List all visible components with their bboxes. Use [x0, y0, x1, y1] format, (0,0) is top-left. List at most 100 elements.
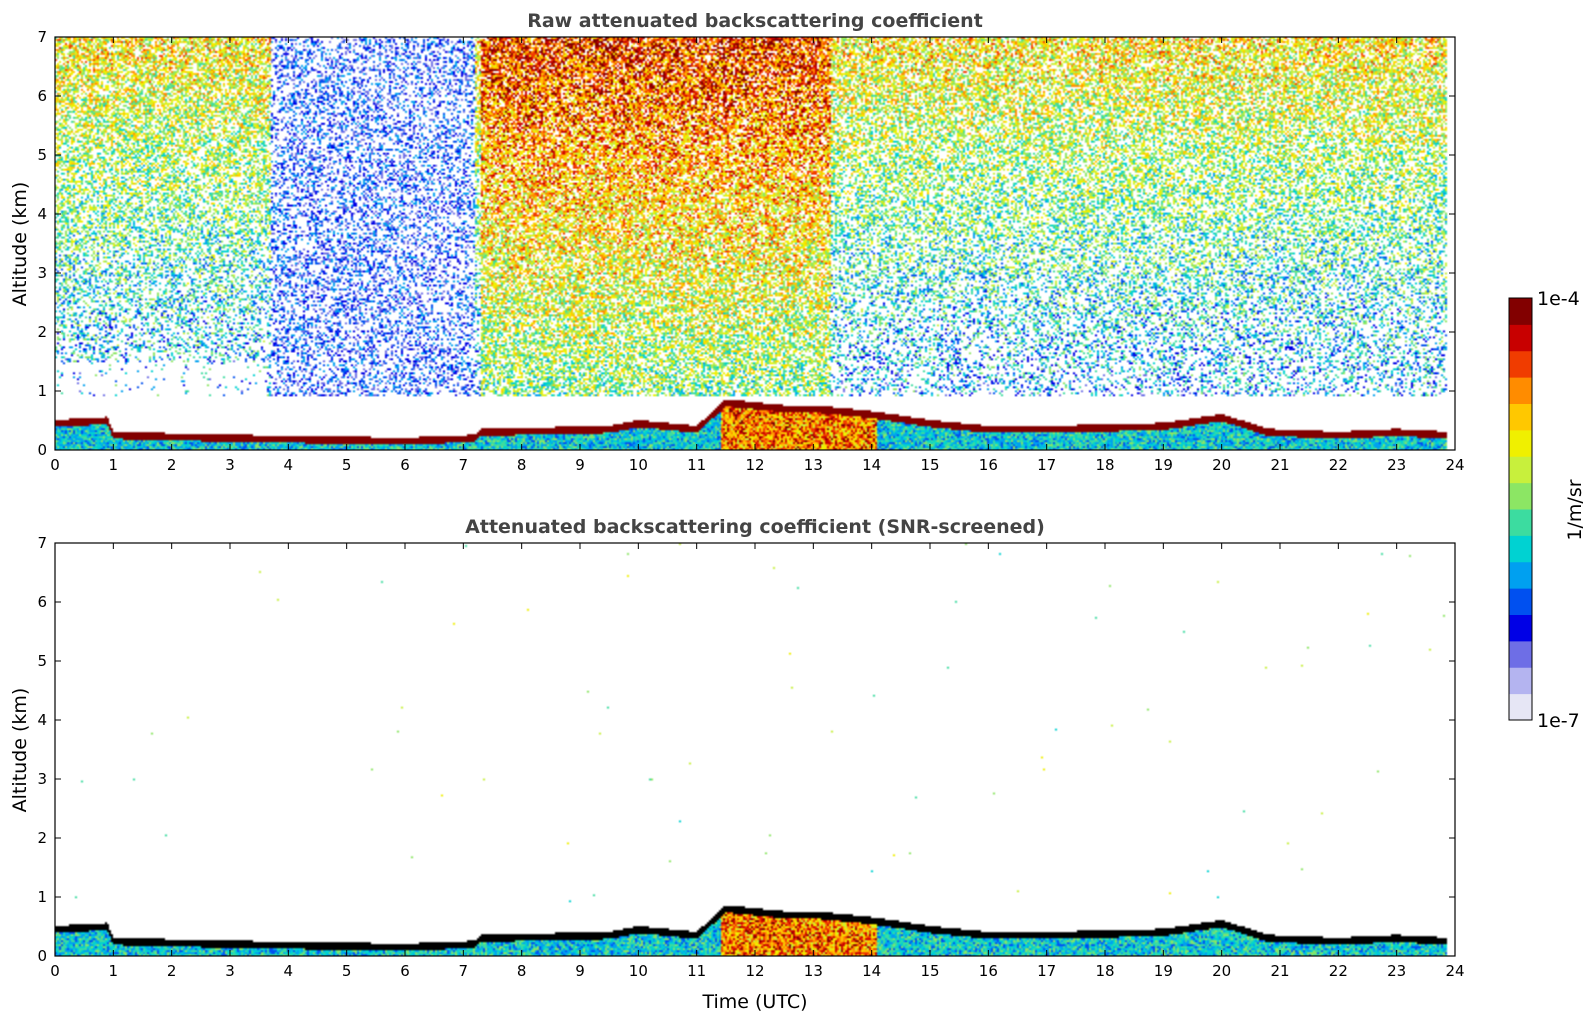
x-tick-label: 2: [167, 456, 177, 474]
y-tick-label: 3: [37, 264, 47, 282]
x-axis-label: Time (UTC): [701, 991, 807, 1013]
x-tick-label: 12: [745, 962, 764, 980]
colorbar-segment: [1509, 509, 1532, 536]
colorbar-segment: [1509, 561, 1532, 589]
x-tick-label: 11: [687, 962, 706, 980]
x-tick-label: 9: [575, 456, 585, 474]
x-tick-label: 8: [517, 456, 527, 474]
colorbar-segment: [1509, 667, 1532, 695]
x-tick-label: 5: [342, 456, 352, 474]
bottom-x-ticks: 0 1 2 3 4 5 6 7 8 9 10 11 12 13 14 15 16 17 18 19 20 21 22 23 24: [50, 543, 1465, 980]
y-tick-label: 1: [37, 888, 47, 906]
bottom-y-axis-label: Altitude (km): [9, 688, 31, 813]
x-tick-label: 2: [167, 962, 177, 980]
x-tick-label: 6: [400, 456, 410, 474]
x-tick-label: 20: [1212, 962, 1231, 980]
heatmap-image: [55, 543, 1455, 956]
x-tick-label: 3: [225, 962, 235, 980]
x-tick-label: 0: [50, 962, 60, 980]
top-panel: Raw attenuated backscattering coefficien…: [9, 10, 1465, 474]
colorbar-segment: [1509, 535, 1532, 563]
x-tick-label: 18: [1095, 456, 1114, 474]
bottom-panel-title: Attenuated backscattering coefficient (S…: [465, 516, 1045, 538]
heatmap-image: [55, 37, 1455, 450]
top-y-axis-label: Altitude (km): [9, 182, 31, 307]
x-tick-label: 17: [1037, 962, 1056, 980]
y-tick-label: 4: [37, 711, 47, 729]
y-tick-label: 0: [37, 947, 47, 965]
y-tick-label: 6: [37, 87, 47, 105]
x-tick-label: 1: [109, 456, 119, 474]
x-tick-label: 22: [1329, 962, 1348, 980]
y-tick-label: 4: [37, 205, 47, 223]
x-tick-label: 1: [109, 962, 119, 980]
x-tick-label: 7: [459, 962, 469, 980]
colorbar-frame: [1508, 297, 1533, 721]
y-tick-label: 2: [37, 323, 47, 341]
colorbar-segment: [1509, 324, 1532, 352]
x-tick-label: 11: [687, 456, 706, 474]
y-tick-label: 7: [37, 28, 47, 46]
colorbar-segment: [1509, 640, 1532, 668]
x-tick-label: 20: [1212, 456, 1231, 474]
x-tick-label: 22: [1329, 456, 1348, 474]
x-tick-label: 18: [1095, 962, 1114, 980]
x-tick-label: 16: [979, 456, 998, 474]
x-tick-label: 7: [459, 456, 469, 474]
colorbar-segment: [1509, 403, 1532, 431]
colorbar-segment: [1509, 482, 1532, 510]
colorbar-max-label: 1e-4: [1537, 288, 1580, 310]
x-tick-label: 24: [1445, 962, 1464, 980]
colorbar: 1e-4 1e-7 1/m/sr: [1508, 288, 1586, 732]
x-tick-label: 13: [804, 962, 823, 980]
x-tick-label: 13: [804, 456, 823, 474]
top-x-ticks: 0 1 2 3 4 5 6 7 8 9 10 11 12 13 14 15 16 17 18 19 20 21 22 23 24: [50, 37, 1465, 474]
x-tick-label: 15: [920, 456, 939, 474]
x-tick-label: 8: [517, 962, 527, 980]
colorbar-unit-label: 1/m/sr: [1564, 479, 1586, 540]
x-tick-label: 10: [629, 962, 648, 980]
colorbar-segment: [1509, 456, 1532, 484]
top-heatmap: [55, 37, 1455, 450]
y-tick-label: 7: [37, 534, 47, 552]
x-tick-label: 14: [862, 456, 881, 474]
x-tick-label: 16: [979, 962, 998, 980]
top-panel-title: Raw attenuated backscattering coefficien…: [527, 10, 983, 32]
x-tick-label: 0: [50, 456, 60, 474]
y-tick-label: 3: [37, 770, 47, 788]
x-tick-label: 17: [1037, 456, 1056, 474]
y-tick-label: 1: [37, 382, 47, 400]
colorbar-segment: [1509, 350, 1532, 378]
x-tick-label: 19: [1154, 962, 1173, 980]
y-tick-label: 5: [37, 652, 47, 670]
colorbar-segment: [1509, 429, 1532, 457]
colorbar-min-label: 1e-7: [1537, 710, 1580, 732]
x-tick-label: 9: [575, 962, 585, 980]
y-tick-label: 6: [37, 593, 47, 611]
top-y-ticks: 0 1 2 3 4 5 6 7: [37, 28, 1455, 459]
x-tick-label: 19: [1154, 456, 1173, 474]
bottom-heatmap: [55, 543, 1455, 956]
y-tick-label: 2: [37, 829, 47, 847]
x-tick-label: 5: [342, 962, 352, 980]
x-tick-label: 4: [284, 962, 294, 980]
x-tick-label: 10: [629, 456, 648, 474]
colorbar-segment: [1509, 614, 1532, 642]
x-tick-label: 21: [1270, 962, 1289, 980]
bottom-panel: Attenuated backscattering coefficient (S…: [9, 516, 1465, 1013]
x-tick-label: 21: [1270, 456, 1289, 474]
colorbar-segment: [1509, 298, 1532, 325]
x-tick-label: 23: [1387, 456, 1406, 474]
x-tick-label: 3: [225, 456, 235, 474]
colorbar-segment: [1509, 693, 1532, 721]
x-tick-label: 6: [400, 962, 410, 980]
colorbar-segment: [1509, 377, 1532, 404]
x-tick-label: 24: [1445, 456, 1464, 474]
x-tick-label: 4: [284, 456, 294, 474]
colorbar-gradient: [1509, 298, 1532, 721]
colorbar-segment: [1509, 588, 1532, 615]
bottom-y-ticks: 0 1 2 3 4 5 6 7: [37, 534, 1455, 965]
x-tick-label: 14: [862, 962, 881, 980]
x-tick-label: 23: [1387, 962, 1406, 980]
